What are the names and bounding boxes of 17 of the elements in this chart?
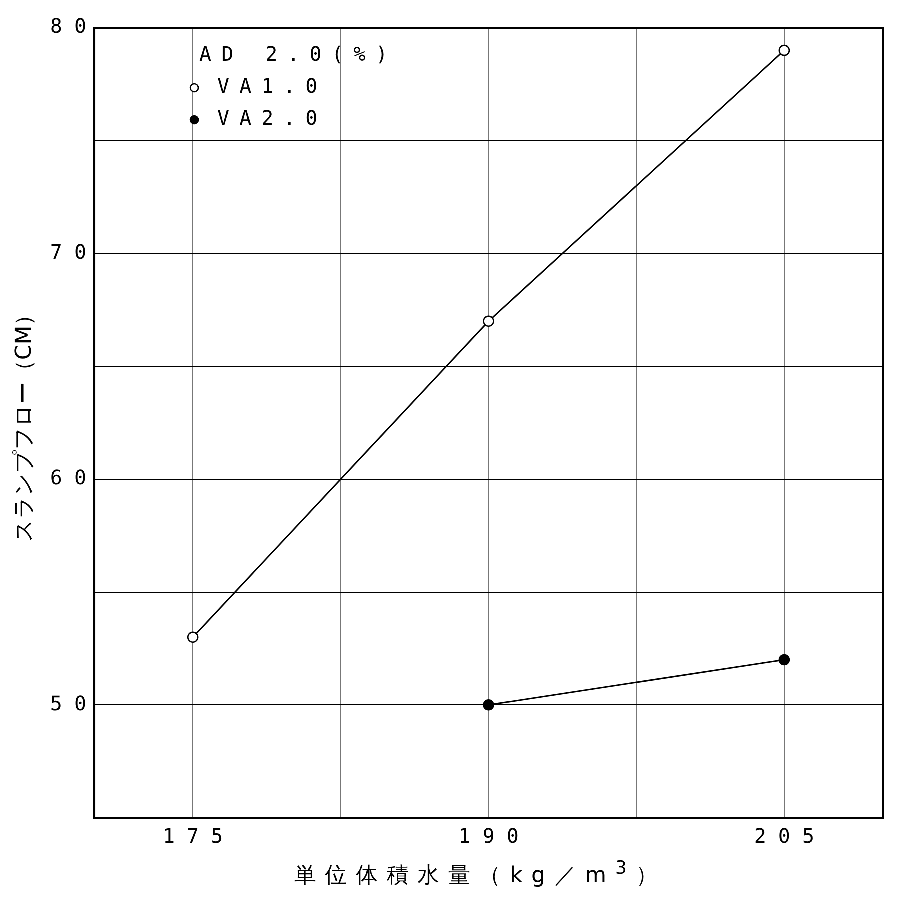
x-tick-label: 1 7 5 bbox=[162, 824, 224, 848]
x-tick-label: 2 0 5 bbox=[754, 824, 815, 848]
point bbox=[483, 316, 494, 328]
y-tick-label: 8 0 bbox=[50, 14, 87, 38]
legend-label: VA1.0 bbox=[218, 74, 328, 98]
y-tick-label: 5 0 bbox=[50, 691, 87, 716]
y-tick-label: 6 0 bbox=[50, 466, 87, 490]
x-tick-label: 1 9 0 bbox=[458, 824, 519, 848]
point bbox=[778, 654, 790, 666]
y-tick-label: 7 0 bbox=[50, 240, 87, 264]
legend-label: VA2.0 bbox=[218, 106, 328, 130]
legend-title: AD 2.0(%) bbox=[200, 42, 398, 66]
y-axis-title: スランプフロー（CM） bbox=[12, 304, 37, 542]
x-axis-title: 単位体積水量（kg／m$^{3}$） bbox=[293, 858, 668, 890]
point bbox=[483, 699, 494, 711]
point bbox=[778, 44, 790, 56]
point bbox=[187, 632, 199, 644]
